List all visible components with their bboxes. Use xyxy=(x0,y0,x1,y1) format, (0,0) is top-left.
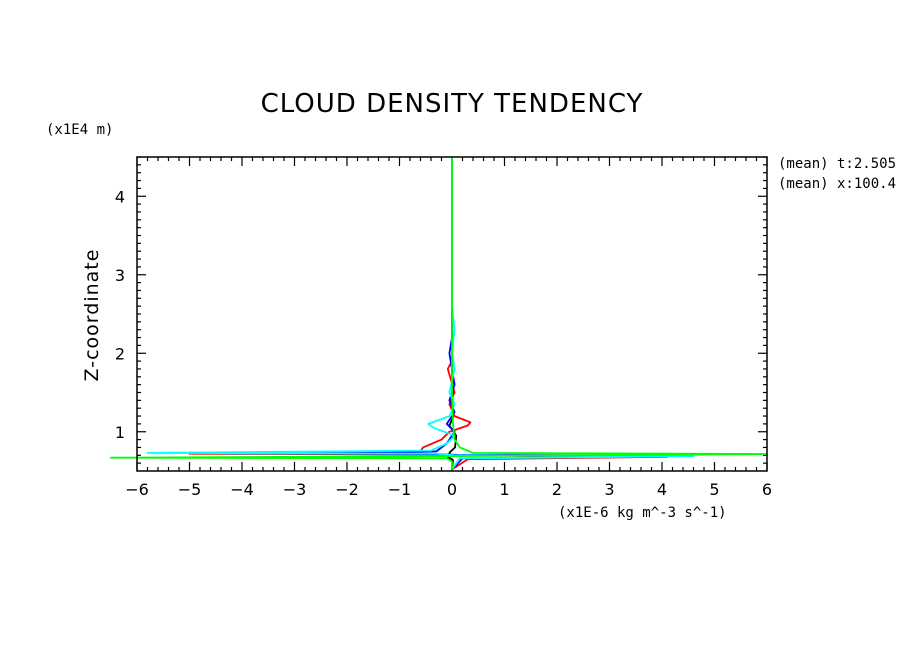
plot-frame xyxy=(136,156,768,472)
x-tick-label: 2 xyxy=(552,480,562,499)
y-tick-label: 2 xyxy=(115,344,125,363)
x-tick-label: 6 xyxy=(762,480,772,499)
series-line-1 xyxy=(188,157,669,471)
x-tick-label: 0 xyxy=(447,480,457,499)
series-line-2 xyxy=(225,157,690,471)
x-tick-label: −5 xyxy=(178,480,202,499)
annotation-mean-t: (mean) t:2.505 xyxy=(778,156,896,172)
chart-title: CLOUD DENSITY TENDENCY xyxy=(261,89,644,119)
y-tick-label: 4 xyxy=(115,187,125,206)
y-units-label: (x1E4 m) xyxy=(46,122,113,138)
series-line-4 xyxy=(109,157,768,470)
axis-ticks: −6 −5 −4 −3 −2 −1 0 1 2 3 4 5 6 1 2 3 4 xyxy=(115,156,772,499)
x-tick-label: 4 xyxy=(657,480,667,499)
y-tick-label: 3 xyxy=(115,266,125,285)
y-axis-label: Z-coordinate xyxy=(81,249,103,382)
x-tick-label: −3 xyxy=(283,480,307,499)
x-tick-label: −4 xyxy=(230,480,254,499)
y-tick-label: 1 xyxy=(115,423,125,442)
series-lines xyxy=(109,157,768,471)
x-units-label: (x1E-6 kg m^-3 s^-1) xyxy=(558,505,727,521)
annotation-mean-x: (mean) x:100.4 xyxy=(778,176,896,192)
x-tick-label: 5 xyxy=(709,480,719,499)
x-tick-label: 1 xyxy=(499,480,509,499)
x-tick-label: −2 xyxy=(335,480,359,499)
series-line-3 xyxy=(146,157,695,470)
x-tick-label: −1 xyxy=(388,480,412,499)
x-tick-label: 3 xyxy=(604,480,614,499)
x-tick-label: −6 xyxy=(125,480,149,499)
